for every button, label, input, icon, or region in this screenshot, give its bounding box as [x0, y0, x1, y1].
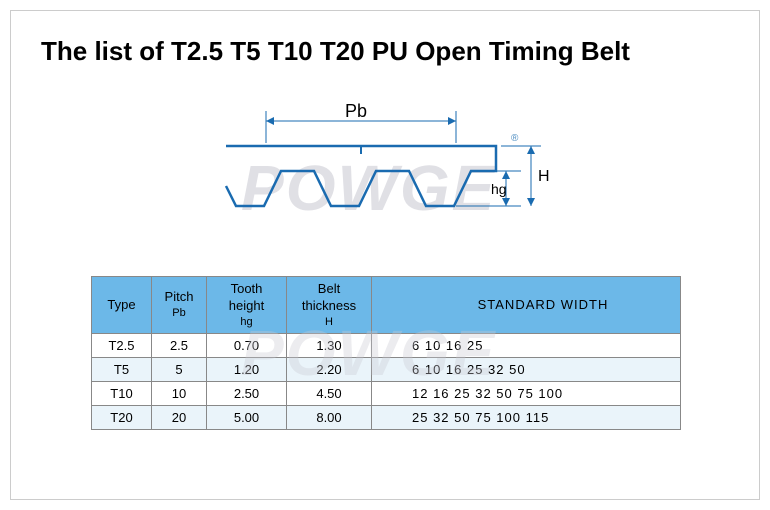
cell-widths: 25 32 50 75 100 115 [372, 406, 681, 430]
table-row: T2.5 2.5 0.70 1.30 6 10 16 25 [92, 334, 681, 358]
cell-type: T20 [92, 406, 152, 430]
page-title: The list of T2.5 T5 T10 T20 PU Open Timi… [41, 36, 630, 67]
cell-tooth: 0.70 [207, 334, 287, 358]
belt-outline [226, 146, 496, 206]
cell-pitch: 5 [152, 358, 207, 382]
r-mark: ® [511, 133, 519, 144]
col-header-type: Type [92, 277, 152, 334]
pitch-label: Pb [345, 101, 367, 121]
cell-thick: 8.00 [287, 406, 372, 430]
cell-type: T10 [92, 382, 152, 406]
tooth-height-label: hg [491, 181, 507, 197]
cell-thick: 1.30 [287, 334, 372, 358]
cell-type: T5 [92, 358, 152, 382]
cell-pitch: 10 [152, 382, 207, 406]
col-header-thickness: Belt thicknessH [287, 277, 372, 334]
cell-tooth: 1.20 [207, 358, 287, 382]
cell-widths: 6 10 16 25 32 50 [372, 358, 681, 382]
total-height-label: H [538, 168, 550, 185]
cell-pitch: 2.5 [152, 334, 207, 358]
content-frame: The list of T2.5 T5 T10 T20 PU Open Timi… [10, 10, 760, 500]
cell-thick: 2.20 [287, 358, 372, 382]
col-header-width: STANDARD WIDTH [372, 277, 681, 334]
cell-thick: 4.50 [287, 382, 372, 406]
table-body: T2.5 2.5 0.70 1.30 6 10 16 25 T5 5 1.20 … [92, 334, 681, 430]
cell-widths: 12 16 25 32 50 75 100 [372, 382, 681, 406]
cell-type: T2.5 [92, 334, 152, 358]
col-header-tooth: Tooth heighthg [207, 277, 287, 334]
cell-widths: 6 10 16 25 [372, 334, 681, 358]
cell-tooth: 5.00 [207, 406, 287, 430]
cell-pitch: 20 [152, 406, 207, 430]
col-header-pitch: PitchPb [152, 277, 207, 334]
table-header-row: Type PitchPb Tooth heighthg Belt thickne… [92, 277, 681, 334]
spec-table: Type PitchPb Tooth heighthg Belt thickne… [91, 276, 681, 430]
table-row: T20 20 5.00 8.00 25 32 50 75 100 115 [92, 406, 681, 430]
cell-tooth: 2.50 [207, 382, 287, 406]
belt-profile-diagram: Pb hg H ® [216, 101, 556, 241]
spec-table-container: Type PitchPb Tooth heighthg Belt thickne… [91, 276, 681, 430]
table-row: T10 10 2.50 4.50 12 16 25 32 50 75 100 [92, 382, 681, 406]
table-row: T5 5 1.20 2.20 6 10 16 25 32 50 [92, 358, 681, 382]
